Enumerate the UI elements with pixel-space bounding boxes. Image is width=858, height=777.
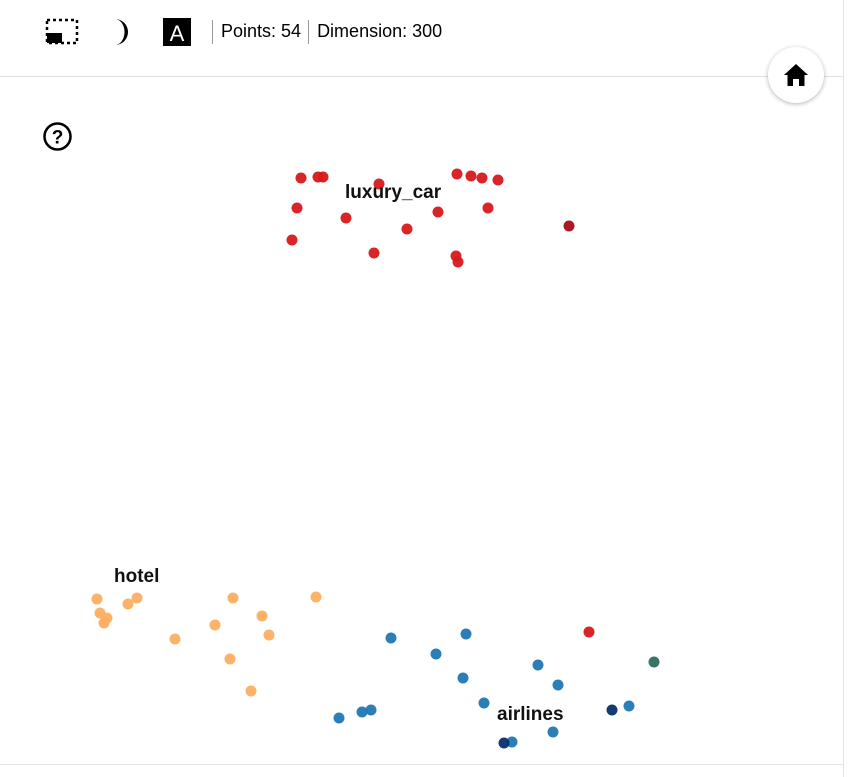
- data-point[interactable]: [385, 632, 397, 644]
- data-point[interactable]: [295, 172, 307, 184]
- data-point[interactable]: [478, 697, 490, 709]
- letter-a-icon: A: [163, 18, 191, 46]
- help-button[interactable]: ?: [42, 121, 73, 152]
- data-point[interactable]: [333, 712, 345, 724]
- data-point[interactable]: [648, 656, 660, 668]
- data-point[interactable]: [263, 629, 275, 641]
- data-point[interactable]: [224, 653, 236, 665]
- cluster-label: hotel: [114, 566, 159, 587]
- data-point[interactable]: [122, 598, 134, 610]
- data-point[interactable]: [131, 592, 143, 604]
- data-point[interactable]: [606, 704, 618, 716]
- data-point[interactable]: [91, 593, 103, 605]
- cluster-label: luxury_car: [345, 182, 442, 203]
- data-point[interactable]: [623, 700, 635, 712]
- dashed-selection-icon: [45, 18, 79, 45]
- data-point[interactable]: [430, 648, 442, 660]
- question-circle-icon: ?: [43, 122, 72, 151]
- divider: [0, 764, 843, 765]
- data-point[interactable]: [373, 178, 385, 190]
- night-mode-button[interactable]: [102, 17, 138, 47]
- data-point[interactable]: [547, 726, 559, 738]
- data-point[interactable]: [365, 704, 377, 716]
- data-point[interactable]: [432, 206, 444, 218]
- data-point[interactable]: [310, 591, 322, 603]
- label-toggle-button[interactable]: A: [159, 17, 195, 47]
- data-point[interactable]: [245, 685, 257, 697]
- data-point[interactable]: [563, 220, 575, 232]
- data-point[interactable]: [476, 172, 488, 184]
- data-point[interactable]: [286, 234, 298, 246]
- home-button[interactable]: [768, 47, 824, 103]
- data-point[interactable]: [460, 628, 472, 640]
- data-point[interactable]: [506, 736, 518, 748]
- data-point[interactable]: [552, 679, 564, 691]
- data-point[interactable]: [583, 626, 595, 638]
- data-point[interactable]: [317, 171, 329, 183]
- dimension-count: Dimension: 300: [317, 21, 443, 41]
- data-point[interactable]: [291, 202, 303, 214]
- data-point[interactable]: [169, 633, 181, 645]
- data-point[interactable]: [465, 170, 477, 182]
- crescent-moon-icon: [115, 19, 128, 45]
- data-point[interactable]: [498, 737, 510, 749]
- data-point[interactable]: [482, 202, 494, 214]
- data-point[interactable]: [209, 619, 221, 631]
- data-point[interactable]: [368, 247, 380, 259]
- data-point[interactable]: [98, 617, 110, 629]
- data-point[interactable]: [532, 659, 544, 671]
- data-point[interactable]: [457, 672, 469, 684]
- cluster-label: airlines: [497, 704, 564, 725]
- home-icon: [784, 64, 808, 86]
- data-point[interactable]: [492, 174, 504, 186]
- data-point[interactable]: [256, 610, 268, 622]
- svg-text:A: A: [170, 21, 185, 46]
- stats-bar: Points: 54 Dimension: 300: [212, 19, 442, 44]
- data-point[interactable]: [401, 223, 413, 235]
- selection-tool-button[interactable]: [44, 17, 80, 47]
- divider: [843, 0, 844, 777]
- data-point[interactable]: [451, 168, 463, 180]
- divider: [308, 19, 310, 44]
- data-point[interactable]: [227, 592, 239, 604]
- toolbar: A Points: 54 Dimension: 300: [0, 0, 843, 77]
- svg-text:?: ?: [52, 128, 64, 149]
- points-layer: [91, 168, 660, 749]
- points-count: Points: 54: [221, 21, 302, 41]
- data-point[interactable]: [356, 706, 368, 718]
- data-point[interactable]: [452, 256, 464, 268]
- data-point[interactable]: [340, 212, 352, 224]
- divider: [212, 19, 213, 44]
